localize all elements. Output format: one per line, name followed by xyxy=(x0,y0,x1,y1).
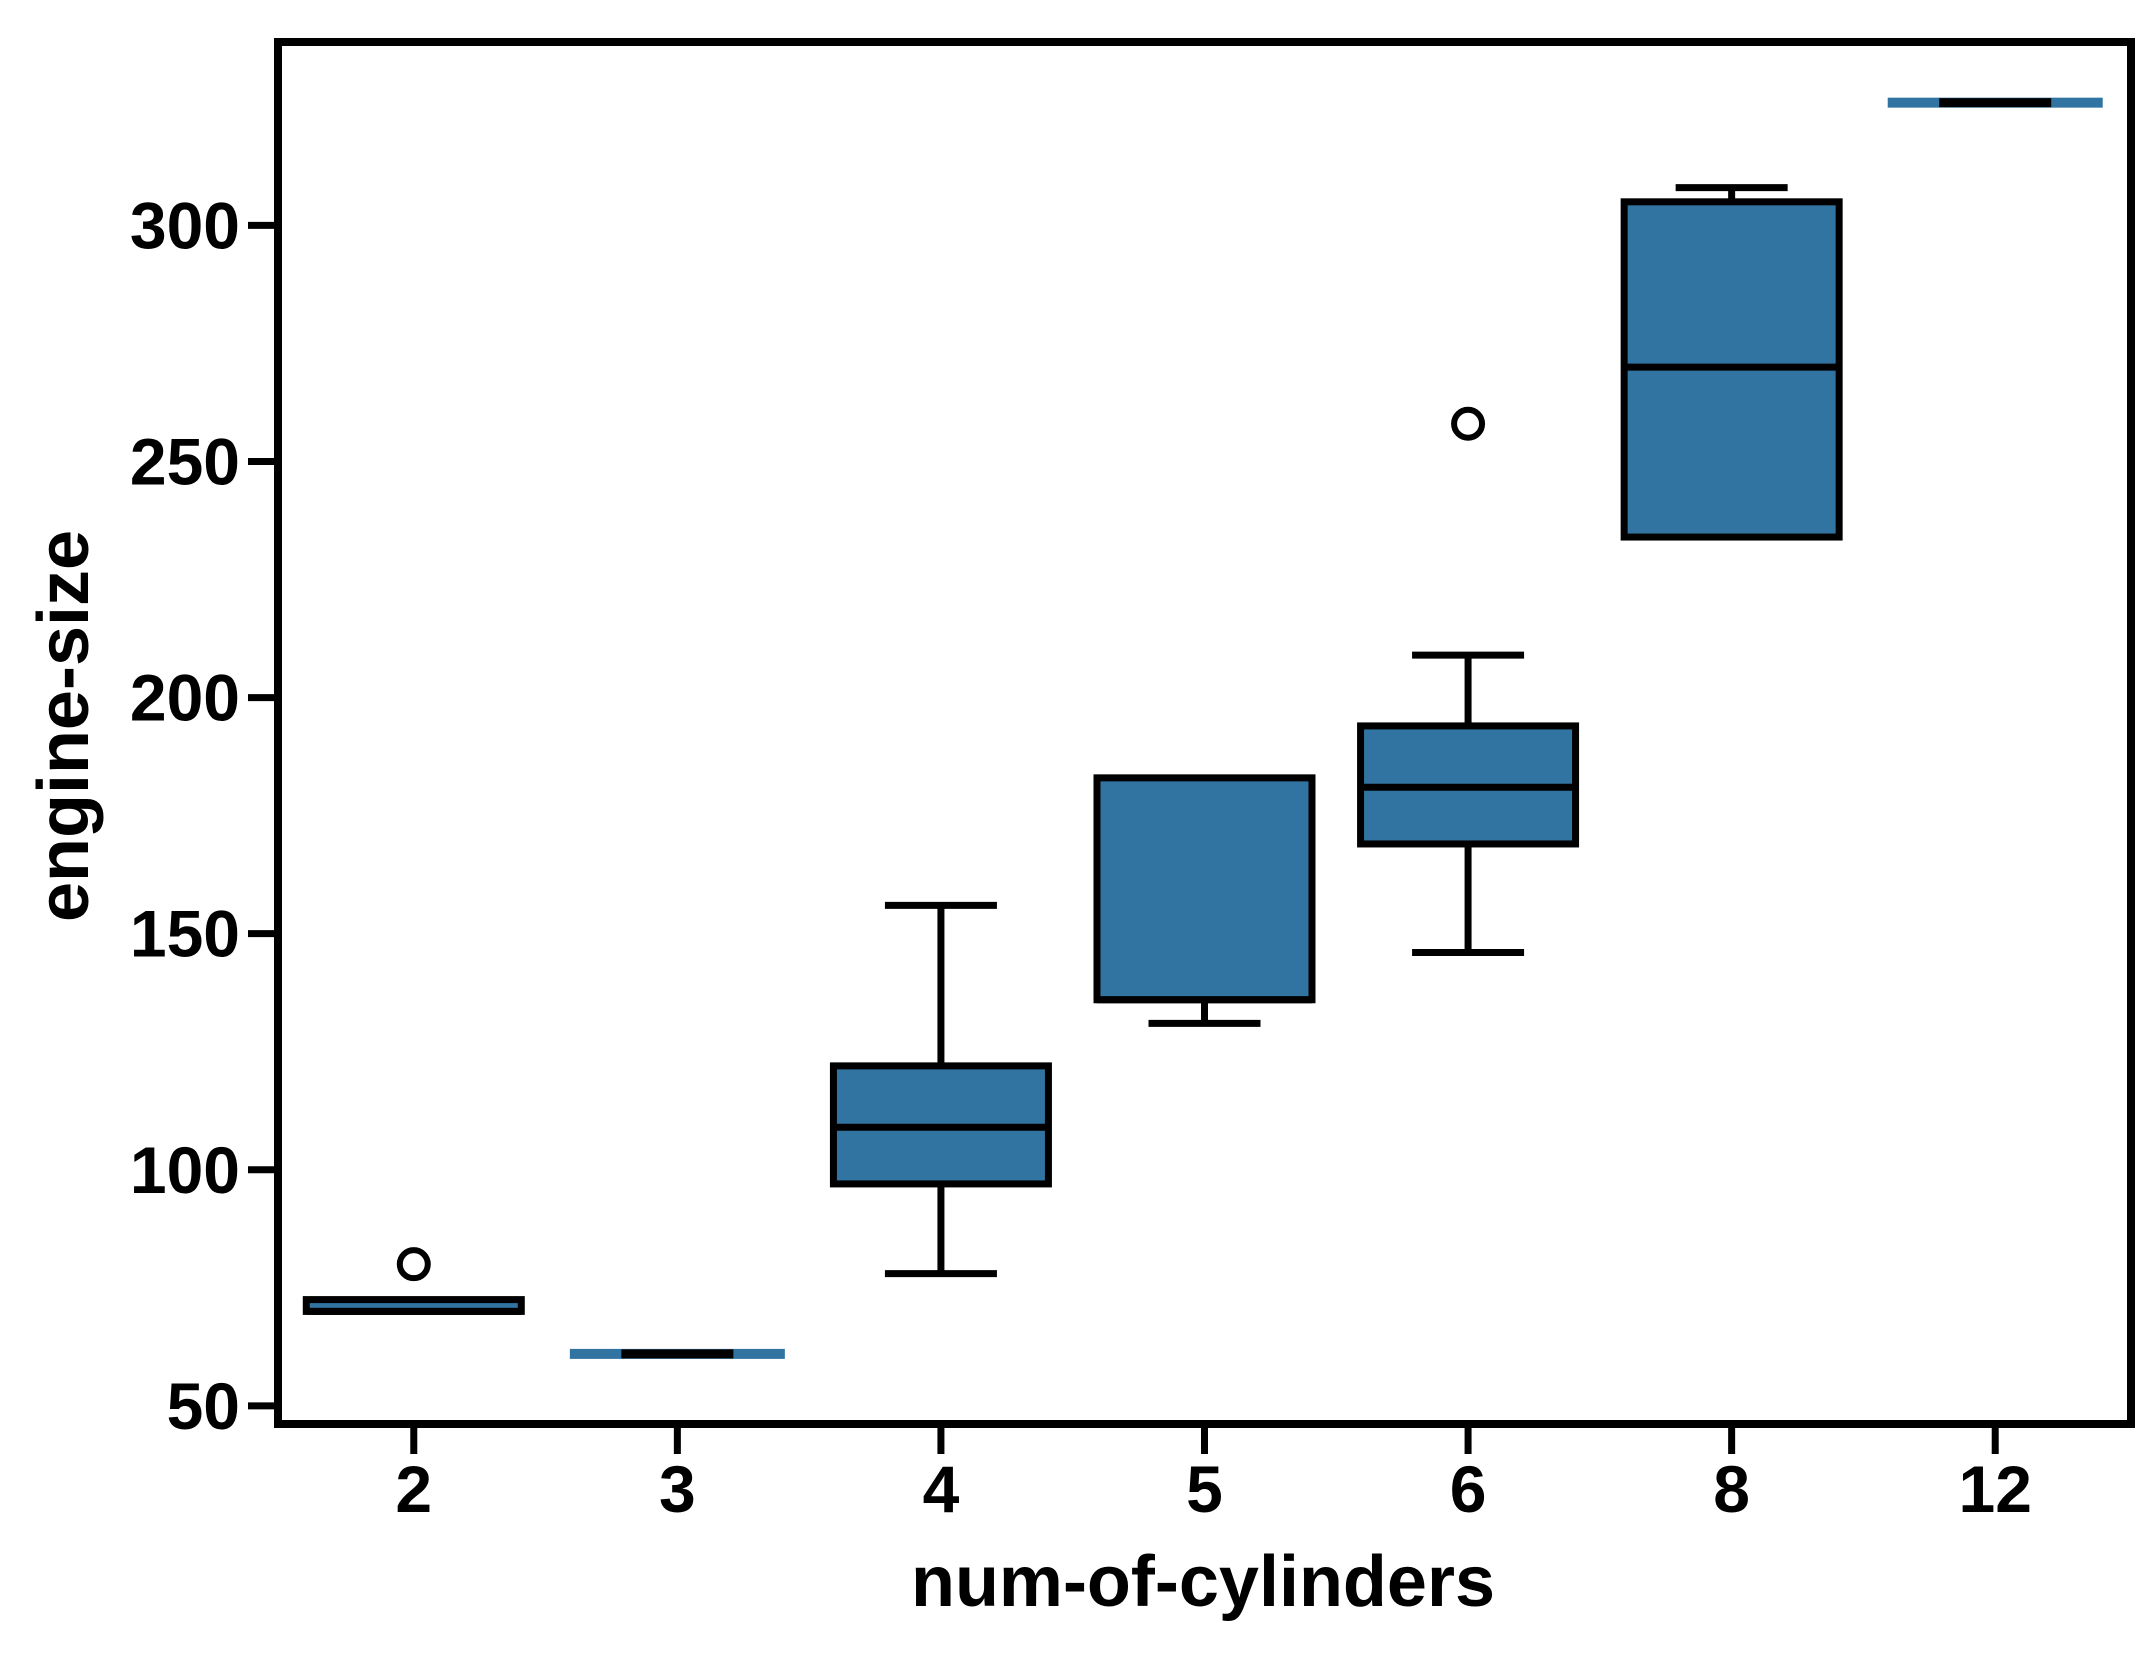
x-tick-label: 3 xyxy=(659,1452,696,1526)
plot-border xyxy=(274,38,2135,1428)
y-tick-label: 150 xyxy=(130,897,240,971)
y-tick-label: 50 xyxy=(167,1369,240,1443)
x-axis-title: num-of-cylinders xyxy=(910,1542,1496,1622)
outlier-point xyxy=(1451,406,1486,441)
x-tick-label: 4 xyxy=(923,1452,960,1526)
x-tick-label: 6 xyxy=(1450,1452,1487,1526)
x-tick-label: 12 xyxy=(1959,1452,2032,1526)
y-tick-label: 250 xyxy=(130,425,240,499)
x-tick-label: 5 xyxy=(1186,1452,1223,1526)
box xyxy=(1093,774,1316,1004)
median-line xyxy=(621,1349,734,1359)
y-tick-label: 200 xyxy=(130,661,240,735)
outlier-point xyxy=(396,1247,431,1282)
y-axis-title: engine-size xyxy=(24,529,104,923)
median-line xyxy=(1939,98,2052,108)
y-tick-label: 300 xyxy=(130,188,240,262)
x-tick-label: 8 xyxy=(1713,1452,1750,1526)
y-tick-label: 100 xyxy=(130,1133,240,1207)
x-tick-label: 2 xyxy=(395,1452,432,1526)
